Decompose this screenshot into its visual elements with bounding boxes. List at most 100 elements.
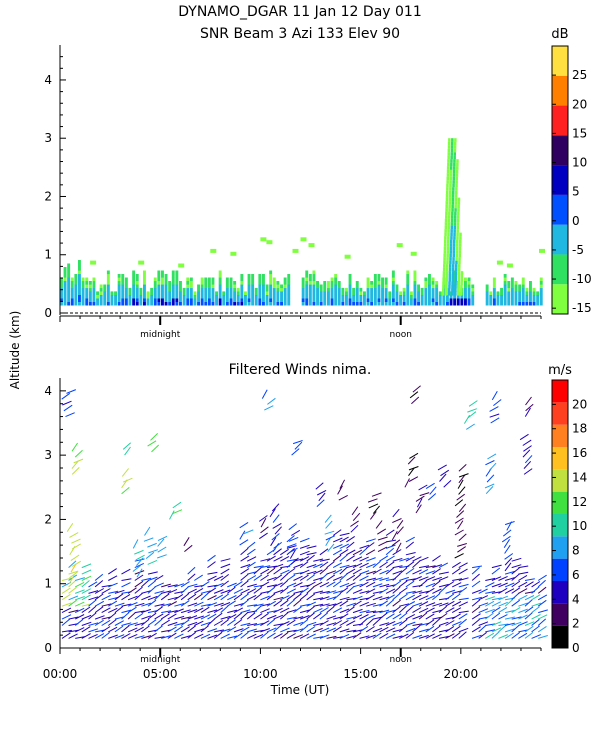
wind-barb — [523, 468, 533, 475]
snr-cell — [370, 281, 374, 285]
snr-cell — [175, 277, 179, 282]
wind-barb — [531, 625, 540, 633]
wind-barb — [180, 609, 191, 614]
snr-cell — [225, 294, 229, 299]
snr-cell — [225, 291, 229, 295]
wind-barb — [313, 607, 323, 614]
wind-barb — [306, 593, 316, 601]
snr-cell — [117, 291, 121, 295]
wind-barb — [504, 577, 515, 581]
snr-cell — [445, 281, 448, 286]
snr-cell — [456, 229, 459, 233]
snr-cell — [283, 281, 287, 285]
wind-barb — [439, 473, 447, 482]
snr-cell — [450, 222, 454, 226]
snr-cell — [157, 281, 161, 285]
snr-cell — [444, 229, 447, 233]
wind-barb — [346, 586, 355, 594]
wind-barb — [458, 586, 468, 594]
snr-cell — [451, 211, 454, 216]
snr-cell — [337, 291, 341, 295]
wind-barb — [220, 589, 231, 594]
wind-barb — [491, 564, 502, 569]
wind-barb — [194, 615, 204, 620]
wind-barb — [88, 633, 98, 639]
snr-cell — [103, 291, 107, 295]
wind-barb — [498, 623, 509, 626]
wind-barb — [273, 567, 283, 575]
snr-cell — [445, 208, 448, 212]
snr-cell — [90, 260, 97, 265]
snr-cell — [435, 287, 439, 292]
snr-cell — [359, 294, 363, 299]
wind-barb — [253, 574, 263, 581]
wind-barb — [471, 634, 482, 639]
wind-barb — [101, 626, 111, 633]
snr-cell — [85, 298, 89, 302]
snr-cell — [70, 281, 74, 285]
wind-barb — [491, 606, 501, 614]
wind-barb — [346, 549, 356, 556]
snr-cell — [85, 301, 89, 306]
snr-cell — [258, 287, 262, 292]
wind-barb — [412, 590, 423, 594]
wind-barb — [438, 602, 449, 607]
wind-barb — [94, 588, 105, 594]
snr-cell — [229, 294, 233, 299]
snr-cell — [171, 291, 175, 295]
snr-cell — [143, 291, 146, 295]
wind-barb — [240, 626, 250, 633]
wind-barb — [161, 590, 172, 594]
wind-barb — [396, 526, 404, 535]
wind-barb — [405, 601, 416, 607]
snr-cell — [207, 291, 211, 295]
wind-barb — [498, 575, 508, 581]
wind-barb — [445, 620, 455, 626]
snr-cell — [283, 284, 287, 289]
wind-barb — [419, 565, 430, 569]
wind-barb — [154, 636, 165, 639]
wind-barb — [101, 619, 111, 626]
snr-cell — [450, 239, 453, 244]
snr-cell — [460, 271, 464, 275]
wind-barb — [200, 581, 210, 588]
snr-cell — [449, 173, 453, 177]
snr-cell — [236, 301, 240, 306]
wind-barb — [491, 601, 502, 607]
winds-colorbar-tick: 16 — [572, 446, 587, 460]
snr-cell — [132, 294, 136, 299]
wind-barb — [280, 569, 290, 575]
wind-barb — [260, 581, 270, 588]
wind-barb — [180, 619, 190, 626]
wind-barb — [135, 554, 145, 561]
wind-barb — [537, 599, 547, 607]
snr-cell — [287, 281, 291, 285]
wind-barb — [160, 593, 170, 601]
snr-cell — [450, 148, 454, 153]
wind-barb — [425, 587, 435, 594]
snr-cell — [143, 287, 146, 292]
wind-barb — [154, 574, 164, 581]
snr-cell — [496, 301, 500, 306]
wind-barb — [339, 608, 350, 614]
wind-barb — [485, 612, 494, 620]
snr-cell — [381, 291, 384, 295]
winds-colorbar-tick: 12 — [572, 495, 587, 509]
snr-cell — [454, 211, 457, 216]
snr-cell — [110, 301, 114, 306]
snr-cell — [247, 298, 251, 302]
wind-barb — [313, 622, 324, 626]
wind-barb — [136, 568, 143, 578]
wind-barb — [352, 556, 363, 562]
wind-barb — [280, 555, 290, 562]
snr-cell — [521, 287, 525, 292]
wind-barb — [121, 612, 130, 620]
snr-cell — [455, 187, 458, 191]
wind-barb — [408, 466, 419, 471]
snr-cell — [454, 278, 457, 282]
snr-cell — [507, 294, 511, 299]
winds-ytick-label: 0 — [44, 641, 52, 655]
wind-barb — [134, 635, 145, 639]
snr-cell — [233, 291, 237, 295]
wind-barb — [147, 559, 158, 565]
